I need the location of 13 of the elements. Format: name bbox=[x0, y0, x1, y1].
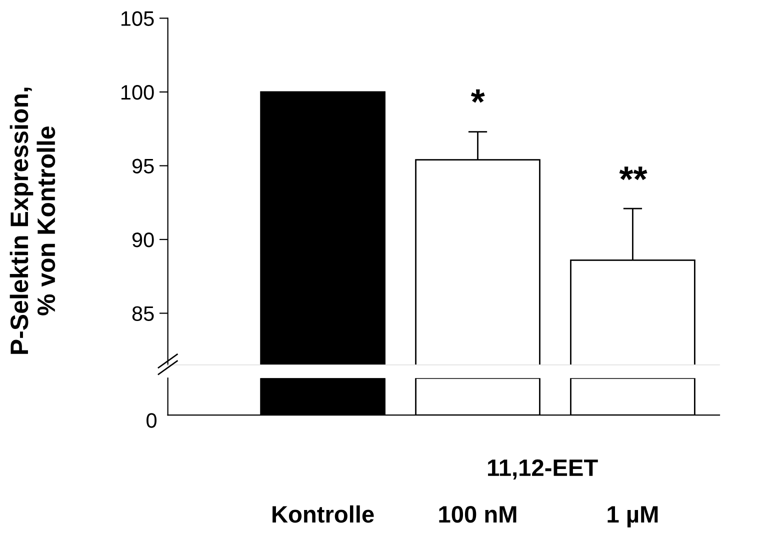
y-tick-label: 90 bbox=[132, 232, 154, 248]
annotation: ** bbox=[619, 166, 648, 180]
text: 0 bbox=[146, 413, 156, 428]
y-tick-label: 100 bbox=[121, 84, 154, 100]
x-tick-label: 1 µM bbox=[608, 506, 658, 528]
x-tick-label: 100 nM bbox=[439, 506, 516, 523]
x-tick-label: Kontrolle bbox=[272, 505, 374, 523]
y-tick-label: 95 bbox=[132, 158, 154, 174]
y-axis-title: P-Selektin Expression, % von Kontrolle bbox=[10, 88, 56, 354]
y-tick-label: 85 bbox=[132, 306, 154, 321]
text: 11,12-EET bbox=[488, 459, 598, 480]
y-tick-label: 105 bbox=[121, 11, 154, 26]
annotation: * bbox=[470, 89, 485, 103]
